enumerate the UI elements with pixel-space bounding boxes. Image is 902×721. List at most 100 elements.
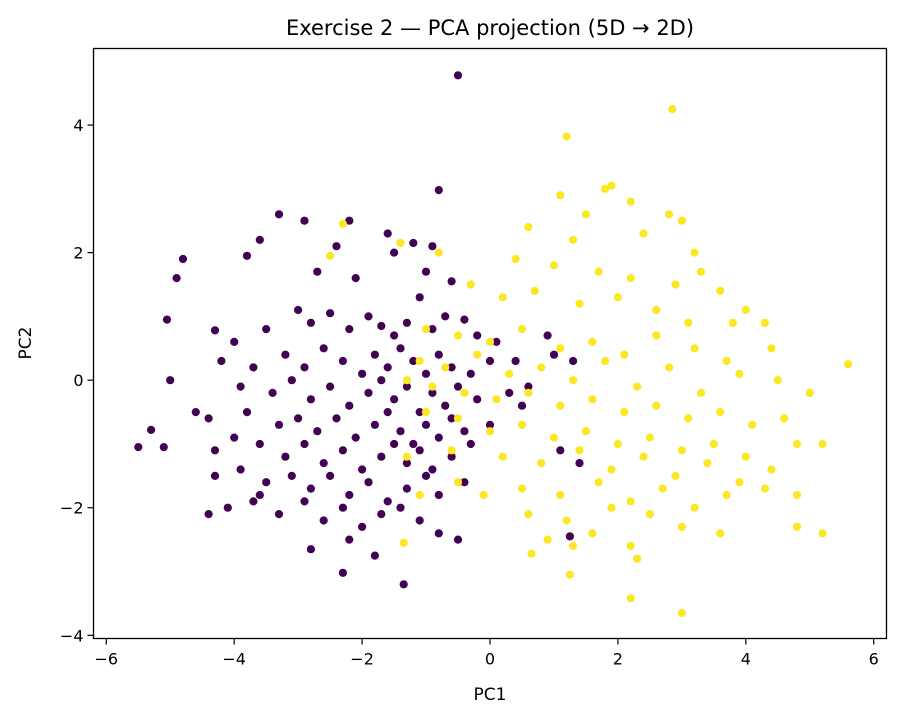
data-point-class1 <box>780 414 789 423</box>
data-point-class0 <box>383 497 392 506</box>
data-point-class0 <box>364 388 373 397</box>
data-point-class0 <box>434 186 443 195</box>
data-point-class0 <box>370 551 379 560</box>
data-point-class0 <box>396 427 405 436</box>
data-point-class1 <box>607 181 616 190</box>
data-point-class0 <box>262 478 271 487</box>
y-axis-label: PC2 <box>16 327 36 360</box>
data-point-class1 <box>562 132 571 141</box>
data-point-class0 <box>255 439 264 449</box>
y-tick-label: −4 <box>60 626 84 645</box>
data-point-class0 <box>415 446 424 455</box>
data-point-class0 <box>313 267 322 276</box>
data-point-class1 <box>479 490 488 500</box>
data-point-class0 <box>421 471 431 480</box>
data-point-class1 <box>466 280 475 289</box>
x-tick-label: −4 <box>222 650 246 669</box>
data-point-class0 <box>421 369 431 378</box>
data-point-class0 <box>460 427 469 436</box>
data-point-class1 <box>677 216 687 225</box>
data-point-class1 <box>402 452 411 461</box>
data-point-class0 <box>402 318 411 327</box>
y-tick-label: 2 <box>73 244 83 263</box>
data-point-class0 <box>172 274 181 283</box>
data-point-class0 <box>287 471 296 480</box>
data-point-class0 <box>377 509 386 519</box>
data-point-class0 <box>162 315 172 324</box>
data-point-class1 <box>722 490 731 500</box>
data-point-class1 <box>601 184 610 193</box>
data-point-class1 <box>556 401 565 410</box>
data-point-class0 <box>281 452 290 461</box>
data-point-class0 <box>313 427 322 436</box>
data-point-class1 <box>613 439 623 449</box>
data-point-class0 <box>434 433 443 442</box>
data-point-class0 <box>466 369 475 378</box>
data-point-class1 <box>505 369 514 378</box>
data-point-class0 <box>332 414 341 423</box>
data-point-class0 <box>255 490 264 500</box>
data-point-class1 <box>665 210 674 219</box>
data-point-class1 <box>569 235 578 244</box>
data-point-class1 <box>517 420 527 429</box>
data-point-class0 <box>274 210 284 219</box>
data-point-class0 <box>326 471 335 480</box>
data-point-class0 <box>166 376 175 385</box>
x-tick-label: −6 <box>94 650 118 669</box>
data-point-class0 <box>565 532 575 541</box>
data-point-class1 <box>517 325 527 334</box>
data-point-class0 <box>549 350 559 359</box>
data-point-class0 <box>178 254 188 264</box>
x-axis-label: PC1 <box>474 685 507 705</box>
data-point-class1 <box>671 280 680 289</box>
data-point-class0 <box>428 325 437 334</box>
data-point-class0 <box>306 318 315 327</box>
data-point-class1 <box>588 529 597 538</box>
data-point-class1 <box>677 446 687 455</box>
data-point-class1 <box>575 299 584 308</box>
data-point-class1 <box>588 395 597 404</box>
data-point-class0 <box>441 401 450 410</box>
data-point-class1 <box>665 363 674 372</box>
data-point-class1 <box>415 356 424 366</box>
data-point-class0 <box>210 446 220 455</box>
data-point-class0 <box>511 356 520 366</box>
data-point-class0 <box>377 321 386 331</box>
data-point-class1 <box>818 439 827 449</box>
data-point-class1 <box>530 286 539 295</box>
data-point-class0 <box>473 395 482 404</box>
data-point-class0 <box>294 305 303 315</box>
data-point-class0 <box>402 459 411 468</box>
data-point-class1 <box>607 465 616 474</box>
data-point-class0 <box>409 356 418 366</box>
data-point-class0 <box>338 568 347 577</box>
data-point-class1 <box>805 388 814 397</box>
data-point-class0 <box>556 446 565 455</box>
y-axis-ticks: −4 −2 0 2 4 <box>60 116 94 645</box>
x-tick-label: 2 <box>613 650 623 669</box>
data-point-class0 <box>364 478 373 487</box>
data-point-class1 <box>633 554 642 563</box>
data-point-class0 <box>300 216 309 225</box>
data-point-class1 <box>620 350 629 359</box>
data-point-class1 <box>735 478 744 487</box>
data-point-class0 <box>332 242 341 251</box>
data-point-class0 <box>338 446 347 455</box>
data-point-class0 <box>364 312 373 321</box>
data-point-class1 <box>537 363 546 372</box>
data-point-class1 <box>773 376 782 385</box>
data-point-class1 <box>485 337 495 346</box>
data-point-class0 <box>485 356 495 366</box>
data-point-class1 <box>588 337 597 346</box>
data-point-class0 <box>505 388 514 397</box>
data-point-class1 <box>760 484 770 493</box>
data-point-class0 <box>274 509 284 519</box>
data-point-class0 <box>524 382 533 391</box>
data-point-class1 <box>690 248 699 257</box>
data-point-class1 <box>652 331 661 340</box>
data-point-class1 <box>716 529 725 538</box>
data-point-class0 <box>358 522 367 532</box>
data-point-class1 <box>581 210 591 219</box>
data-point-class1 <box>421 408 431 417</box>
